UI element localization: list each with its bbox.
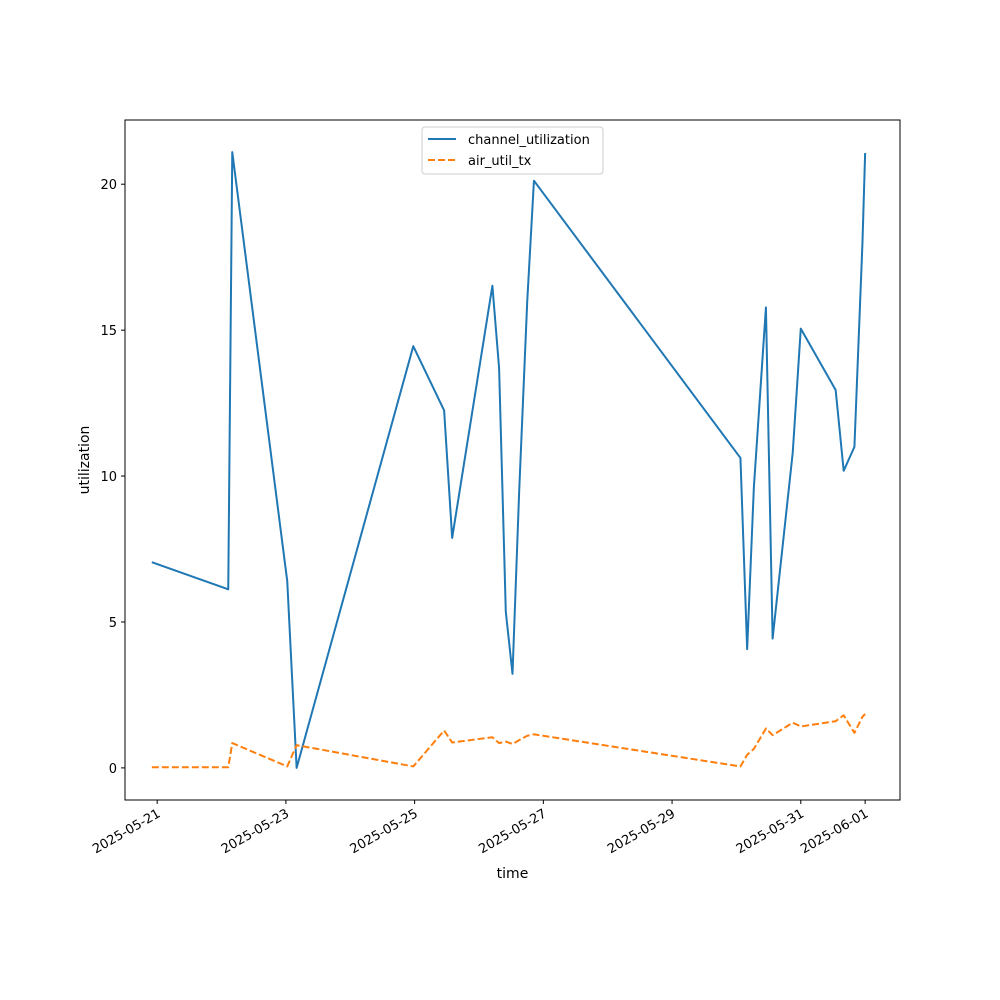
- y-tick-label: 5: [109, 616, 117, 631]
- plot-frame: [124, 119, 901, 801]
- y-axis-label: utilization: [77, 426, 93, 495]
- y-tick-label: 20: [100, 178, 117, 193]
- x-tick-label: 2025-05-31: [734, 806, 807, 857]
- x-axis: 2025-05-21 2025-05-23 2025-05-25 2025-05-27…: [90, 800, 871, 857]
- x-tick-label: 2025-05-27: [476, 806, 549, 857]
- legend-label: air_util_tx: [468, 154, 532, 169]
- x-axis-label: time: [497, 866, 529, 882]
- series-line-channel-utilization: [151, 151, 867, 769]
- x-tick-label: 2025-05-29: [605, 806, 678, 857]
- y-axis: 0 5 10 15 20: [100, 178, 125, 777]
- x-tick-label: 2025-06-01: [798, 806, 871, 857]
- legend-box: [421, 126, 604, 175]
- x-tick-label: 2025-05-21: [90, 806, 163, 857]
- series-line-air-util-tx: [151, 713, 866, 769]
- y-tick-label: 15: [100, 324, 117, 339]
- legend: channel_utilization air_util_tx: [421, 126, 604, 175]
- y-tick-label: 0: [109, 762, 117, 777]
- x-tick-label: 2025-05-25: [348, 806, 421, 857]
- legend-label: channel_utilization: [468, 133, 590, 148]
- plot-marks: [151, 151, 867, 769]
- y-tick-label: 10: [100, 470, 117, 485]
- x-tick-label: 2025-05-23: [219, 806, 292, 857]
